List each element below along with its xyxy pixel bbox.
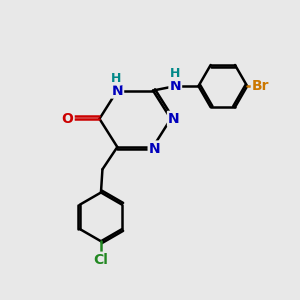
Text: H: H bbox=[170, 67, 181, 80]
Text: Br: Br bbox=[252, 79, 269, 93]
Text: Cl: Cl bbox=[94, 253, 108, 267]
Text: N: N bbox=[168, 112, 180, 126]
Text: N: N bbox=[169, 79, 181, 93]
Text: O: O bbox=[62, 112, 74, 126]
Text: N: N bbox=[112, 84, 123, 98]
Text: H: H bbox=[111, 72, 121, 85]
Text: N: N bbox=[148, 142, 160, 155]
